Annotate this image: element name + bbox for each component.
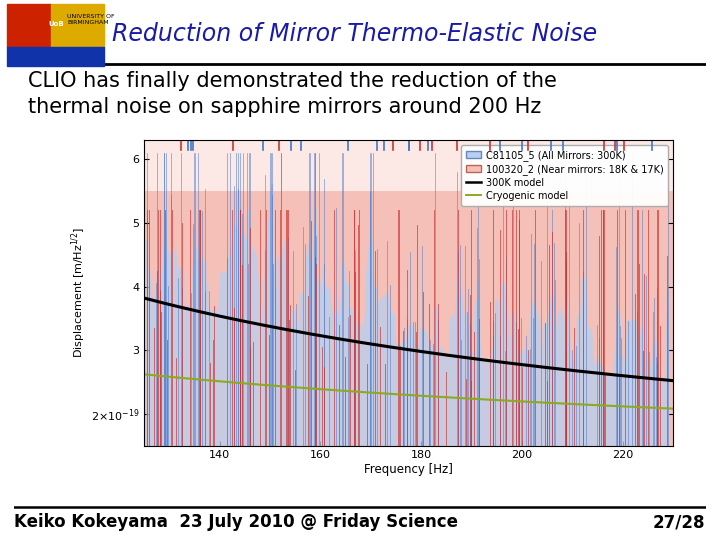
Bar bbox=[51, 4, 104, 47]
Text: Reduction of Mirror Thermo-Elastic Noise: Reduction of Mirror Thermo-Elastic Noise bbox=[112, 22, 597, 46]
Text: 27/28: 27/28 bbox=[653, 514, 706, 531]
Y-axis label: Displacement [m/Hz$^{1/2}$]: Displacement [m/Hz$^{1/2}$] bbox=[69, 227, 88, 359]
X-axis label: Frequency [Hz]: Frequency [Hz] bbox=[364, 463, 453, 476]
Text: UoB: UoB bbox=[48, 21, 63, 26]
Bar bbox=[7, 47, 104, 66]
Text: UNIVERSITY OF
BIRMINGHAM: UNIVERSITY OF BIRMINGHAM bbox=[68, 14, 115, 25]
Legend: C81105_5 (All Mirrors: 300K), 100320_2 (Near mirrors: 18K & 17K), 300K model, Cr: C81105_5 (All Mirrors: 300K), 100320_2 (… bbox=[462, 145, 668, 206]
Bar bbox=[7, 4, 51, 47]
Text: CLIO has finally demonstrated the reduction of the
thermal noise on sapphire mir: CLIO has finally demonstrated the reduct… bbox=[28, 71, 557, 117]
Text: Keiko Kokeyama  23 July 2010 @ Friday Science: Keiko Kokeyama 23 July 2010 @ Friday Sci… bbox=[14, 514, 459, 531]
